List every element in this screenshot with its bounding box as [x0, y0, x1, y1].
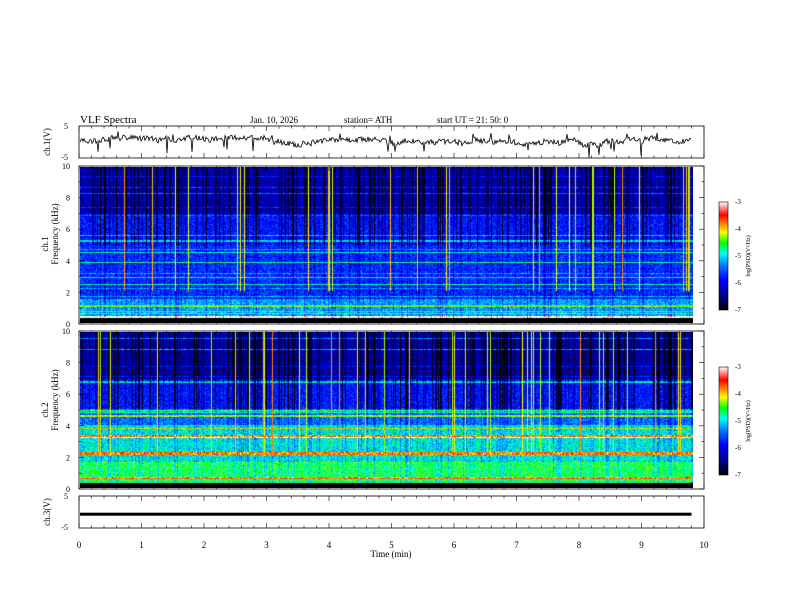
- ch1-colorbar: -3 -4 -5 -6 -7 log(PSD)(V²/Hz): [718, 198, 752, 314]
- time-tick-label-8: 8: [577, 540, 582, 550]
- frequency-tick-label-0: 0: [66, 320, 70, 329]
- frequency-tick-label-2: 2: [66, 288, 70, 297]
- ch1-channel-label: ch.1: [40, 236, 50, 251]
- time-tick-label-4: 4: [327, 540, 332, 550]
- date-label: Jan. 10, 2026: [250, 115, 298, 125]
- ch1-ytick-top: 5: [64, 122, 68, 131]
- frequency-tick-label-6: 6: [66, 390, 70, 399]
- time-tick-label-7: 7: [514, 540, 519, 550]
- ch1-ytick-bottom: -5: [61, 153, 68, 162]
- time-tick-label-9: 9: [639, 540, 644, 550]
- ch1-cb-tick-0: -3: [735, 198, 741, 206]
- ch1-waveform-ticks: [78, 126, 705, 158]
- time-tick-label-0: 0: [77, 540, 82, 550]
- ch1-spectrogram-panel: 0 2 4 6 8 10 Frequency (kHz) ch.1: [40, 162, 705, 329]
- ch1-cb-tick-4: -7: [735, 306, 741, 314]
- ch1-frequency-ticks: 0 2 4 6 8 10: [62, 162, 704, 329]
- ch2-channel-label: ch.2: [40, 402, 50, 417]
- ch2-cb-tick-4: -7: [735, 471, 741, 479]
- ch1-cb-tick-3: -6: [735, 279, 741, 287]
- ch2-cb-tick-3: -6: [735, 444, 741, 452]
- ch1-colorbar-label: log(PSD)(V²/Hz): [745, 235, 752, 276]
- ch2-cb-tick-2: -5: [735, 417, 741, 425]
- start-time-label: start UT = 21: 50: 0: [437, 115, 509, 125]
- ch3-waveform-ticks: [78, 496, 705, 528]
- ch1-ylabel: ch.1(V): [42, 128, 52, 156]
- ch3-ytick-bottom: -5: [61, 523, 68, 532]
- ch2-colorbar-gradient: [718, 366, 729, 476]
- time-tick-label-3: 3: [264, 540, 269, 550]
- time-tick-label-2: 2: [202, 540, 207, 550]
- ch1-cb-tick-2: -5: [735, 252, 741, 260]
- ch2-spectrogram-time-ticks: [78, 331, 705, 489]
- frequency-tick-label-6: 6: [66, 225, 70, 234]
- station-label: station= ATH: [344, 115, 393, 125]
- frequency-tick-label-8: 8: [66, 359, 70, 368]
- frequency-tick-label-4: 4: [66, 422, 70, 431]
- frequency-tick-label-10: 10: [62, 327, 70, 336]
- ch1-frequency-label: Frequency (kHz): [50, 203, 60, 264]
- ch3-waveform-line: [80, 512, 692, 516]
- ch3-ytick-top: 5: [64, 492, 68, 501]
- time-tick-label-1: 1: [139, 540, 144, 550]
- ch3-ylabel: ch.3(V): [42, 498, 52, 526]
- time-tick-label-10: 10: [700, 540, 710, 550]
- time-axis-title: Time (min): [371, 549, 412, 559]
- ch2-spectrogram-panel: 0 2 4 6 8 10 Frequency (kHz) ch.2: [40, 327, 705, 494]
- ch2-cb-tick-1: -4: [735, 390, 741, 398]
- ch2-colorbar-label: log(PSD)(V²/Hz): [745, 400, 752, 441]
- ch2-spectrogram-image: [80, 332, 693, 488]
- time-tick-label-5: 5: [389, 540, 394, 550]
- figure-title: VLF Spectra: [80, 114, 137, 126]
- frequency-tick-label-8: 8: [66, 194, 70, 203]
- ch2-frequency-ticks: 0 2 4 6 8 10: [62, 327, 704, 494]
- time-tick-label-6: 6: [452, 540, 457, 550]
- ch1-waveform-line: [79, 131, 692, 158]
- ch1-cb-tick-1: -4: [735, 225, 741, 233]
- ch2-cb-tick-0: -3: [735, 363, 741, 371]
- ch3-waveform-panel: 5 -5 ch.3(V): [42, 492, 705, 532]
- time-axis-labels: 0 1 2 3 4 5 6 7 8 9 10: [77, 540, 709, 550]
- frequency-tick-label-2: 2: [66, 453, 70, 462]
- ch1-spectrogram-image: [80, 167, 693, 323]
- frequency-tick-label-0: 0: [66, 485, 70, 494]
- ch1-waveform-panel: 5 -5 ch.1(V): [42, 122, 705, 162]
- ch2-frequency-label: Frequency (kHz): [50, 369, 60, 430]
- ch1-spectrogram-time-ticks: [78, 166, 705, 324]
- ch2-colorbar: -3 -4 -5 -6 -7 log(PSD)(V²/Hz): [718, 363, 752, 479]
- frequency-tick-label-10: 10: [62, 162, 70, 171]
- ch1-colorbar-gradient: [718, 201, 729, 311]
- frequency-tick-label-4: 4: [66, 257, 70, 266]
